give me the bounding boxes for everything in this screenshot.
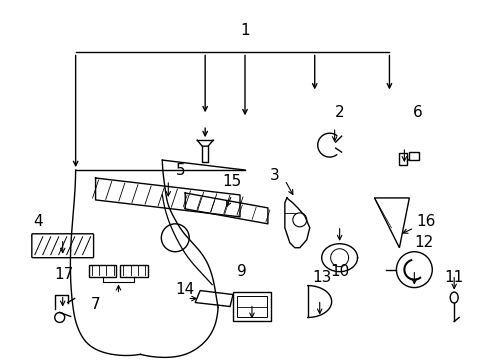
Bar xyxy=(399,153,407,165)
Text: 9: 9 xyxy=(237,264,246,279)
Text: 5: 5 xyxy=(175,162,184,177)
Bar xyxy=(408,152,419,160)
Text: 7: 7 xyxy=(91,297,100,312)
Polygon shape xyxy=(374,198,408,248)
Text: 16: 16 xyxy=(416,214,435,229)
Text: 13: 13 xyxy=(311,270,331,285)
Text: 1: 1 xyxy=(240,23,249,38)
Bar xyxy=(88,265,116,276)
Text: 11: 11 xyxy=(444,270,463,285)
Ellipse shape xyxy=(449,292,457,303)
Bar xyxy=(120,265,148,276)
FancyBboxPatch shape xyxy=(32,234,93,258)
Text: 14: 14 xyxy=(175,282,194,297)
Bar xyxy=(237,296,266,318)
Text: 6: 6 xyxy=(411,105,421,120)
Polygon shape xyxy=(195,291,233,306)
Text: 2: 2 xyxy=(334,105,344,120)
Text: 4: 4 xyxy=(33,214,42,229)
Text: 17: 17 xyxy=(54,267,73,282)
Text: 15: 15 xyxy=(222,175,241,189)
Bar xyxy=(233,292,270,321)
Text: 10: 10 xyxy=(329,264,348,279)
Text: 12: 12 xyxy=(414,235,433,250)
Text: 3: 3 xyxy=(269,167,279,183)
